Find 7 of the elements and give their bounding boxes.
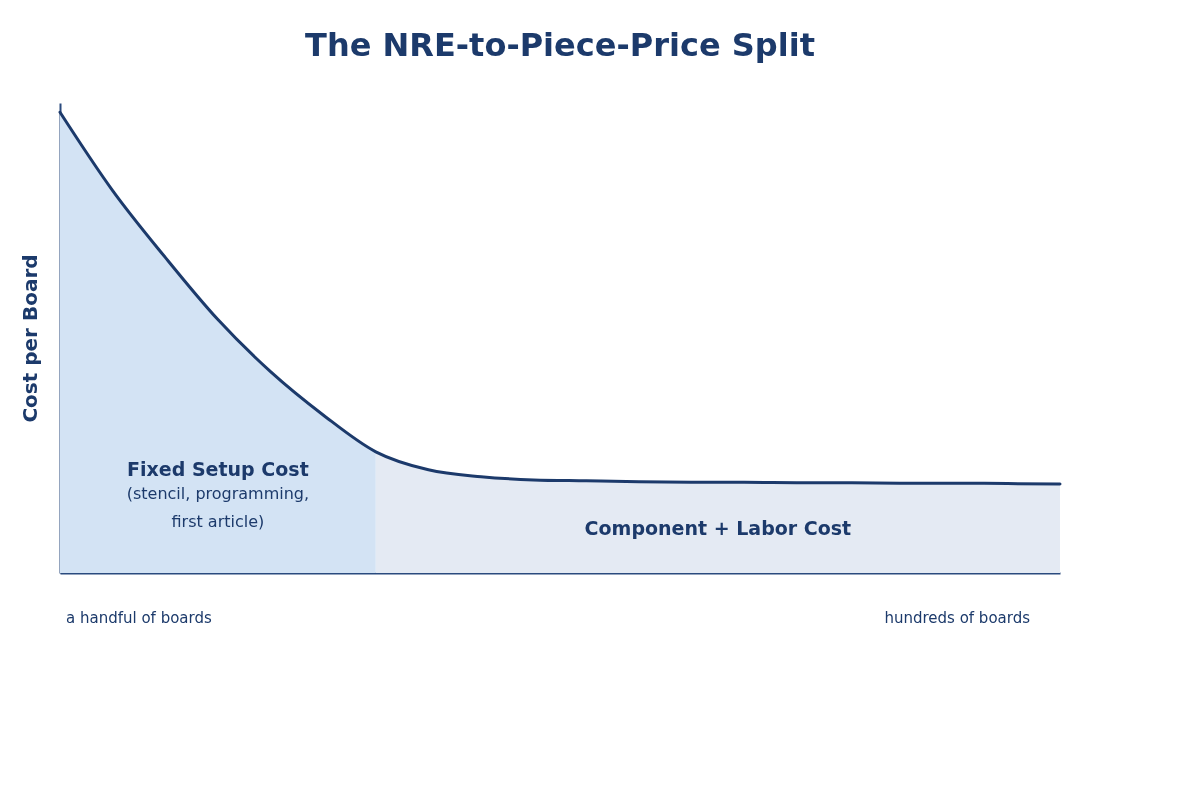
series-label: Component + Labor Cost (584, 516, 852, 539)
series-label: Fixed Setup Cost (127, 457, 309, 480)
annotation: (stencil, programming, first article) (126, 483, 310, 531)
text: hundreds of boards (884, 609, 1031, 627)
chart-title: The NRE-to-Piece-Price Split (305, 26, 815, 64)
y-axis-title: Cost per Board (17, 254, 42, 423)
text: a handful of boards (66, 609, 212, 627)
